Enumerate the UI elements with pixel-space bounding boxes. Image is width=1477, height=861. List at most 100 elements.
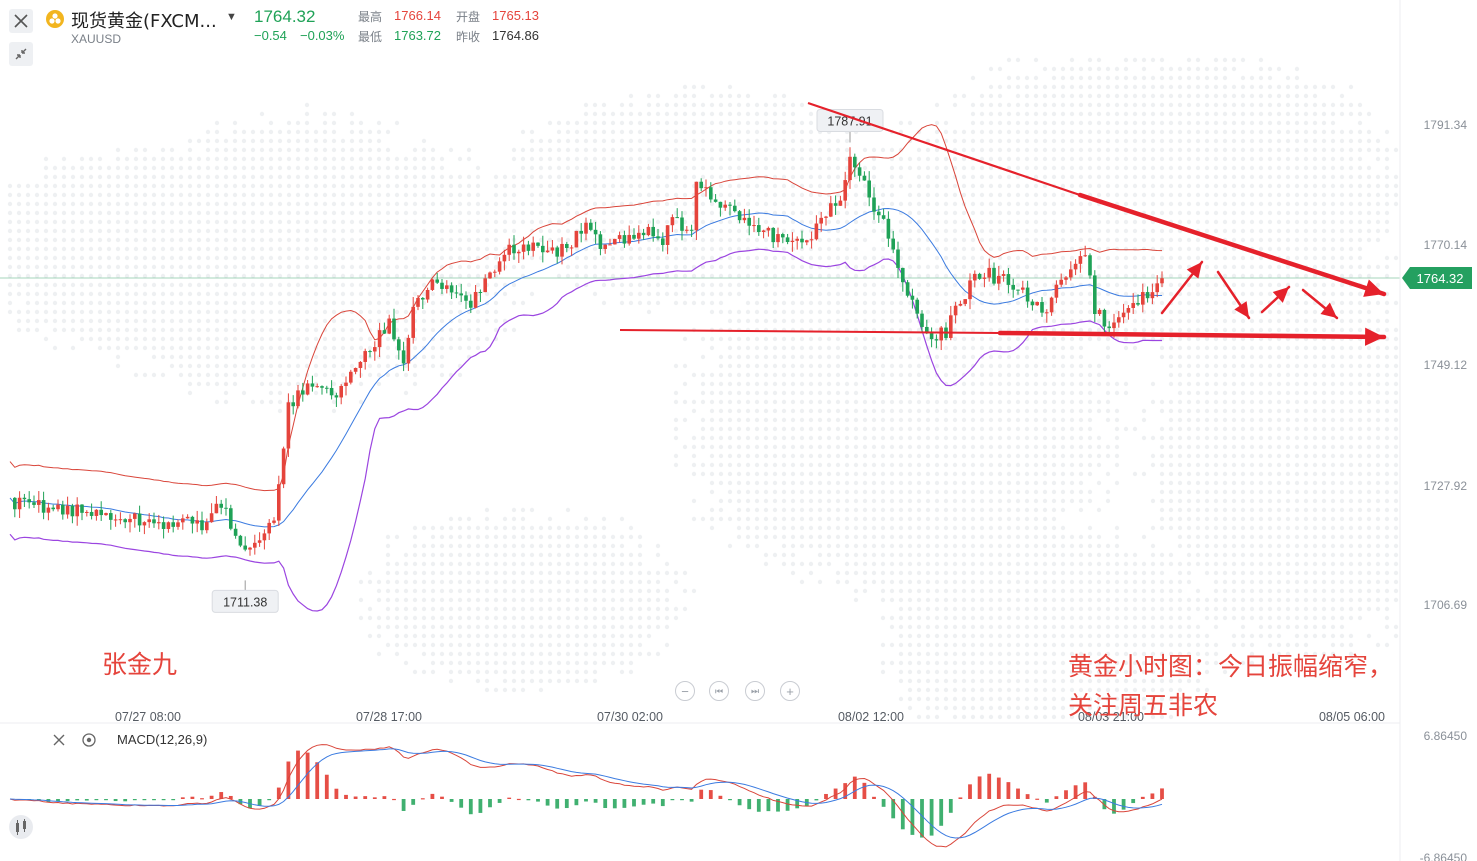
map-dot [898, 579, 904, 585]
map-dot [385, 219, 391, 225]
map-dot [466, 156, 472, 162]
map-dot [997, 705, 1003, 711]
map-dot [250, 210, 256, 216]
map-dot [421, 264, 427, 270]
map-dot [754, 183, 760, 189]
map-dot [880, 489, 886, 495]
map-dot [133, 327, 139, 333]
map-dot [1069, 147, 1075, 153]
map-dot [538, 138, 544, 144]
map-dot [889, 273, 895, 279]
map-dot [1015, 84, 1021, 90]
map-dot [295, 255, 301, 261]
map-dot [1051, 219, 1057, 225]
map-dot [547, 534, 553, 540]
map-dot [403, 633, 409, 639]
map-dot [1024, 534, 1030, 540]
map-dot [745, 480, 751, 486]
map-dot [961, 381, 967, 387]
map-dot [961, 669, 967, 675]
map-dot [565, 561, 571, 567]
map-dot [871, 372, 877, 378]
map-dot [1060, 273, 1066, 279]
map-dot [232, 255, 238, 261]
map-dot [934, 507, 940, 513]
map-dot [853, 399, 859, 405]
map-dot [439, 201, 445, 207]
map-dot [25, 318, 31, 324]
map-dot [925, 570, 931, 576]
map-dot [925, 336, 931, 342]
map-dot [880, 435, 886, 441]
map-dot [34, 327, 40, 333]
map-dot [115, 255, 121, 261]
map-dot [286, 354, 292, 360]
map-dot [736, 534, 742, 540]
map-dot [916, 588, 922, 594]
map-dot [898, 480, 904, 486]
map-dot [655, 255, 661, 261]
map-dot [826, 552, 832, 558]
map-dot [241, 147, 247, 153]
map-dot [907, 552, 913, 558]
map-dot [466, 534, 472, 540]
map-dot [979, 561, 985, 567]
map-dot [448, 147, 454, 153]
map-dot [286, 264, 292, 270]
map-dot [952, 129, 958, 135]
map-dot [628, 570, 634, 576]
map-dot [736, 462, 742, 468]
map-dot [628, 264, 634, 270]
map-dot [664, 588, 670, 594]
map-dot [403, 588, 409, 594]
map-dot [502, 660, 508, 666]
map-dot [268, 201, 274, 207]
map-dot [925, 516, 931, 522]
map-dot [439, 534, 445, 540]
map-dot [1006, 687, 1012, 693]
map-dot [925, 300, 931, 306]
map-dot [1015, 300, 1021, 306]
map-dot [484, 228, 490, 234]
map-dot [781, 183, 787, 189]
map-dot [205, 354, 211, 360]
map-dot [961, 192, 967, 198]
map-dot [979, 363, 985, 369]
map-dot [1069, 453, 1075, 459]
map-dot [691, 120, 697, 126]
map-dot [322, 237, 328, 243]
map-dot [682, 84, 688, 90]
map-dot [871, 165, 877, 171]
map-dot [790, 102, 796, 108]
map-dot [133, 291, 139, 297]
map-dot [961, 399, 967, 405]
map-dot [601, 192, 607, 198]
map-dot [673, 363, 679, 369]
map-dot [439, 246, 445, 252]
map-dot [574, 669, 580, 675]
map-dot [205, 381, 211, 387]
map-dot [1069, 435, 1075, 441]
map-dot [592, 201, 598, 207]
map-dot [1078, 363, 1084, 369]
map-dot [583, 651, 589, 657]
map-dot [772, 300, 778, 306]
map-dot [1087, 291, 1093, 297]
map-dot [664, 156, 670, 162]
map-dot [421, 669, 427, 675]
map-dot [349, 129, 355, 135]
map-dot [574, 264, 580, 270]
map-dot [610, 264, 616, 270]
map-dot [997, 255, 1003, 261]
map-dot [1051, 372, 1057, 378]
map-dot [817, 426, 823, 432]
map-dot [898, 147, 904, 153]
map-dot [439, 165, 445, 171]
map-dot [1060, 489, 1066, 495]
map-dot [952, 255, 958, 261]
map-dot [1060, 318, 1066, 324]
map-dot [619, 102, 625, 108]
map-dot [988, 534, 994, 540]
map-dot [970, 75, 976, 81]
